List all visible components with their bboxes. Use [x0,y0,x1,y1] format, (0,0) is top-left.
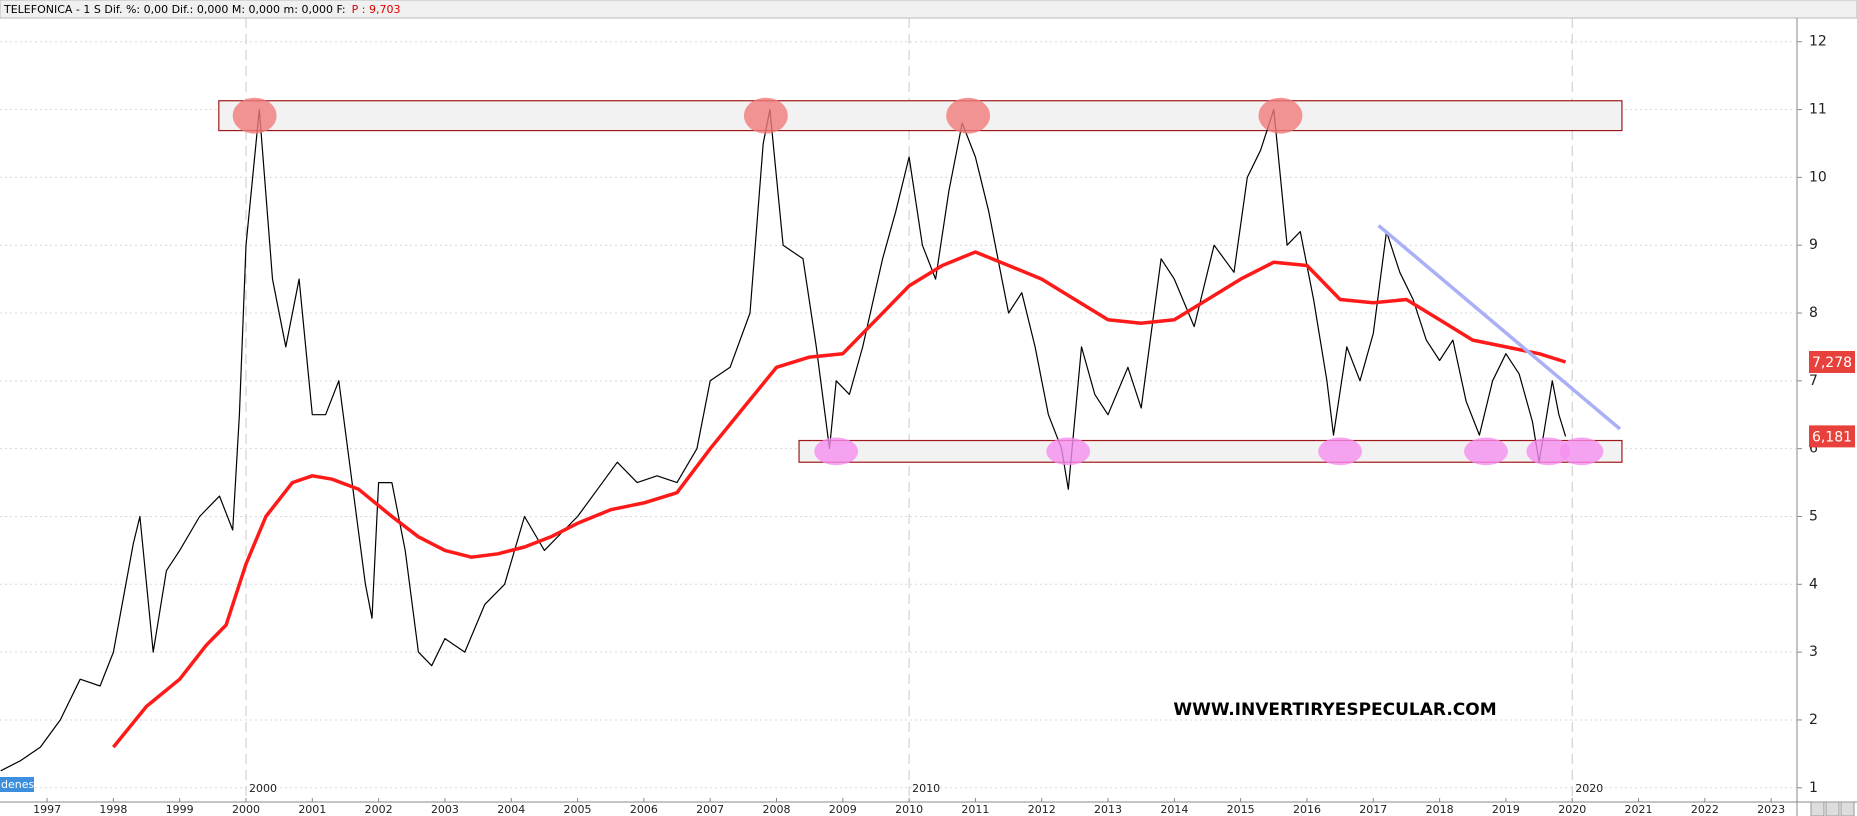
x-tick-label: 2004 [497,803,525,816]
x-tick-label: 2006 [630,803,658,816]
x-tick-label: 2010 [895,803,923,816]
header-bar [0,0,1857,19]
header-text: TELEFONICA - 1 S Dif. %: 0,00 Dif.: 0,00… [3,3,346,16]
y-tick-label: 9 [1809,237,1818,253]
x-tick-label: 2016 [1293,803,1321,816]
x-tick-label: 2002 [365,803,393,816]
last-label: 7,278 [1812,355,1852,371]
header-price: P : 9,703 [352,3,401,16]
x-tick-label: 2008 [762,803,790,816]
decade-label: 2020 [1575,782,1603,795]
price-line [0,109,1567,772]
x-tick-label: 2018 [1426,803,1454,816]
tab [0,777,34,792]
decade-label: 2010 [912,782,940,795]
highlight [946,97,991,134]
highlight [1318,437,1363,466]
y-tick-label: 10 [1809,169,1827,185]
x-tick-label: 2012 [1028,803,1056,816]
x-tick-label: 2000 [232,803,260,816]
tab-label: denes [1,778,34,791]
x-tick-label: 2022 [1691,803,1719,816]
highlight [1526,437,1571,466]
highlight [1559,437,1604,466]
y-tick-label: 3 [1809,644,1818,660]
x-tick-label: 2017 [1359,803,1387,816]
x-tick-label: 1997 [33,803,61,816]
x-tick-label: 2023 [1757,803,1785,816]
x-tick-label: 2013 [1094,803,1122,816]
x-tick-label: 1999 [166,803,194,816]
x-tick-label: 2009 [829,803,857,816]
last-label: 6,181 [1812,429,1852,445]
last-label-box [1809,350,1855,373]
watermark: WWW.INVERTIRYESPECULAR.COM [1173,700,1496,720]
y-tick-label: 4 [1809,576,1818,592]
x-tick-label: 2019 [1492,803,1520,816]
x-tick-label: 2003 [431,803,459,816]
highlight [814,437,859,466]
y-tick-label: 6 [1809,441,1818,457]
y-tick-label: 8 [1809,305,1818,321]
y-tick-label: 1 [1809,780,1818,796]
highlight [1464,437,1509,466]
trendline [1377,224,1622,431]
scroll-button[interactable] [1810,801,1825,816]
zone [798,439,1623,463]
y-tick-label: 5 [1809,508,1818,524]
highlight [743,97,788,134]
decade-label: 2000 [249,782,277,795]
plot-area: 2000 2010 2020 WWW.INVERTIRYESPECULAR.COM [0,18,1797,802]
x-axis: 1996199719981999200020012002200320042005… [33,798,1785,816]
scroll-button[interactable] [1840,801,1855,816]
y-tick-label: 12 [1809,34,1827,50]
x-tick-label: 1998 [99,803,127,816]
highlight [232,97,277,134]
x-tick-label: 2015 [1227,803,1255,816]
x-tick-label: 2011 [961,803,989,816]
y-tick-label: 2 [1809,712,1818,728]
zone [218,100,1623,132]
x-tick-label: 2007 [696,803,724,816]
highlight [1046,437,1091,466]
x-tick-label: 2001 [298,803,326,816]
x-tick-label: 2005 [564,803,592,816]
y-tick-label: 11 [1809,102,1827,118]
x-tick-label: 2014 [1160,803,1188,816]
x-tick-label: 2020 [1558,803,1586,816]
y-tick-label: 7 [1809,373,1818,389]
scroll-button[interactable] [1825,801,1840,816]
last-label-box [1809,425,1855,448]
highlight [1258,97,1303,134]
moving-average [112,250,1567,749]
x-tick-label: 2021 [1625,803,1653,816]
